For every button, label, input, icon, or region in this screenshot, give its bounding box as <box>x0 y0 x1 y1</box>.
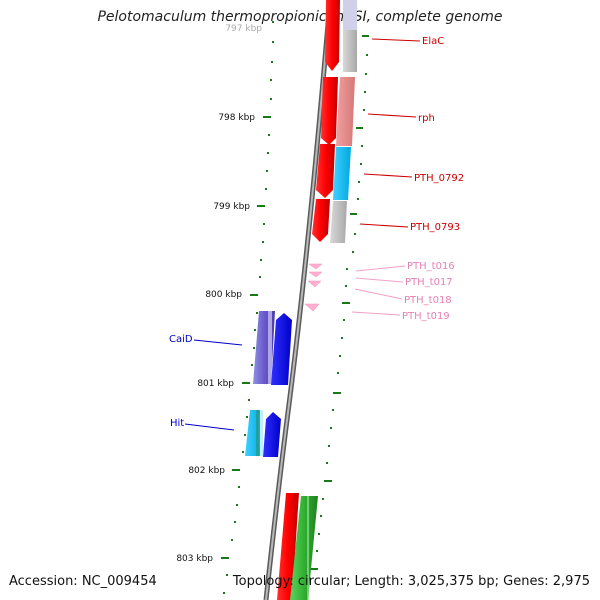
gene-labels: ElaC rph PTH_0792 PTH_0793 PTH_t016 PTH_… <box>169 36 464 429</box>
bottom-region-genes <box>277 493 318 600</box>
genome-title: Pelotomaculum thermopropionicum SI, comp… <box>97 9 503 25</box>
kbp-label: 797 kbp <box>225 24 262 34</box>
kbp-label: 803 kbp <box>176 554 213 564</box>
accession-text: Accession: NC_009454 <box>9 574 157 589</box>
gene-pth0792-cyan[interactable] <box>333 147 351 200</box>
kbp-scale-labels: 797 kbp 798 kbp 799 kbp 800 kbp 801 kbp … <box>176 24 262 564</box>
kbp-label: 800 kbp <box>205 290 242 300</box>
gene-rph-pink[interactable] <box>336 77 355 146</box>
gene-label-caid[interactable]: CaiD <box>169 334 193 345</box>
caid-region-genes <box>253 311 292 385</box>
gene-label-pth-t016[interactable]: PTH_t016 <box>407 261 455 272</box>
gene-pth0792-forward[interactable] <box>316 144 335 198</box>
gene-label-pth-t019[interactable]: PTH_t019 <box>402 311 450 322</box>
trna-genes <box>304 263 323 312</box>
trna-pth-t016[interactable] <box>308 263 323 270</box>
label-leader-lines <box>184 38 421 431</box>
kbp-label: 801 kbp <box>197 379 234 389</box>
gene-elac-forward[interactable] <box>325 0 340 71</box>
topology-text: Topology: circular; Length: 3,025,375 bp… <box>232 574 590 589</box>
gene-caid-blue[interactable] <box>271 313 292 385</box>
trna-pth-t019[interactable] <box>304 303 320 312</box>
gene-pth0793-forward[interactable] <box>312 199 330 242</box>
second-track-genes <box>330 0 357 243</box>
outer-scale-ticks <box>310 35 369 570</box>
kbp-label: 799 kbp <box>213 202 250 212</box>
gene-pth0793-grey[interactable] <box>330 201 347 243</box>
gene-label-hit[interactable]: Hit <box>170 418 184 429</box>
trna-pth-t017[interactable] <box>308 271 323 278</box>
trna-pth-t018[interactable] <box>307 280 322 288</box>
gene-label-rph[interactable]: rph <box>418 113 435 124</box>
gene-label-pth-t018[interactable]: PTH_t018 <box>404 295 452 306</box>
gene-hit-blue[interactable] <box>263 412 281 457</box>
gene-label-elac[interactable]: ElaC <box>422 36 444 47</box>
gene-label-pth0792[interactable]: PTH_0792 <box>414 173 464 184</box>
gene-bottom-green[interactable] <box>290 496 318 600</box>
kbp-label: 798 kbp <box>218 113 255 123</box>
forward-strand-genes <box>312 0 340 242</box>
gene-rph-forward[interactable] <box>321 77 338 145</box>
gene-label-pth0793[interactable]: PTH_0793 <box>410 222 460 233</box>
kbp-label: 802 kbp <box>188 466 225 476</box>
gene-elac-grey[interactable] <box>343 30 357 72</box>
gene-label-pth-t017[interactable]: PTH_t017 <box>405 277 453 288</box>
hit-region-genes <box>245 410 281 457</box>
inner-scale-ticks <box>221 21 274 594</box>
